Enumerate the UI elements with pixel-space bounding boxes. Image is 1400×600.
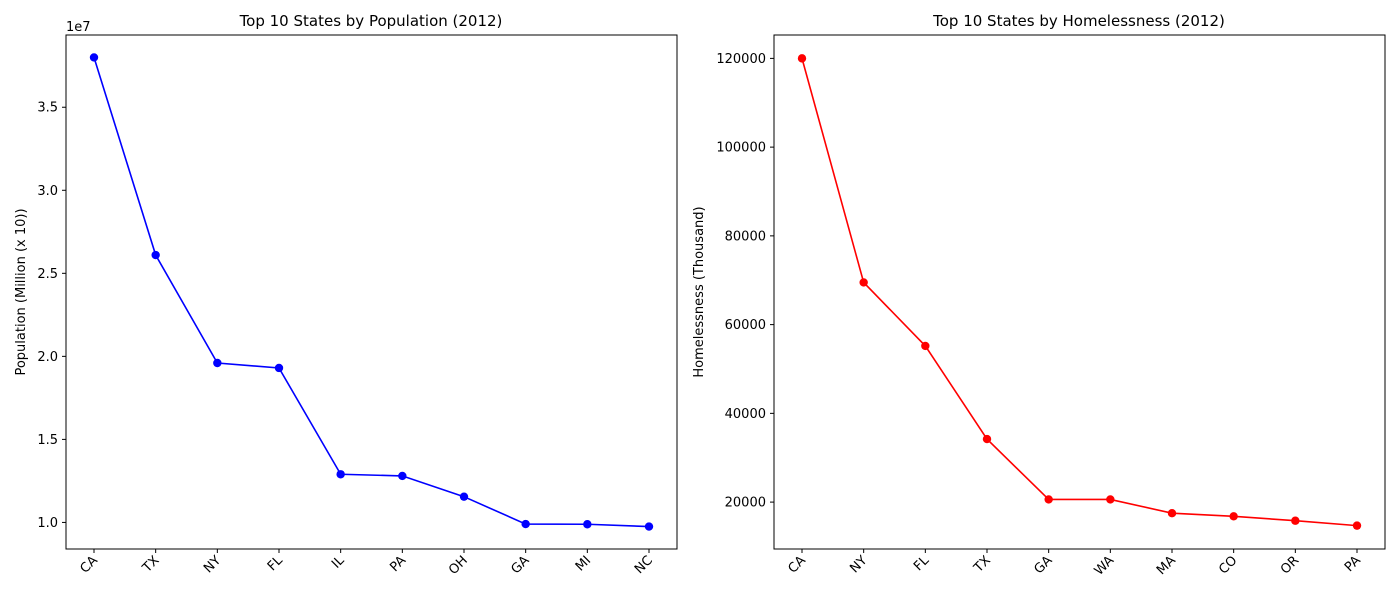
population-y-tick-label: 2.5	[37, 267, 58, 282]
population-offset-text: 1e7	[66, 20, 91, 35]
population-x-tick-label: FL	[265, 553, 287, 575]
homelessness-x-tick-label: MA	[1154, 553, 1179, 578]
homelessness-y-axis-label: Homelessness (Thousand)	[692, 206, 707, 377]
homelessness-data-point	[1291, 516, 1300, 525]
homelessness-x-tick-label: PA	[1342, 553, 1364, 575]
population-x-tick-label: GA	[508, 553, 532, 577]
population-x-tick-label: CA	[78, 553, 101, 576]
homelessness-chart-title: Top 10 States by Homelessness (2012)	[932, 12, 1225, 30]
population-data-point	[644, 522, 654, 531]
homelessness-y-tick-label: 80000	[725, 229, 766, 244]
homelessness-x-tick-label: CO	[1216, 553, 1240, 577]
homelessness-y-ticks: 20000 40000 60000 80000 100000 120000	[716, 52, 774, 511]
population-chart: Top 10 States by Population (2012) 1e7 P…	[14, 12, 678, 578]
population-x-tick-label: IL	[329, 553, 348, 572]
homelessness-data-point	[1167, 508, 1177, 518]
population-x-tick-label: PA	[387, 553, 409, 575]
population-x-tick-label: NY	[201, 553, 224, 576]
population-data-point	[89, 53, 99, 62]
population-x-tick-label: NC	[632, 553, 656, 577]
homelessness-y-tick-label: 40000	[725, 407, 766, 422]
homelessness-chart: Top 10 States by Homelessness (2012) Hom…	[692, 12, 1386, 579]
population-plot-frame	[65, 34, 678, 550]
homelessness-x-tick-label: NY	[847, 553, 870, 576]
homelessness-data-point	[982, 434, 992, 444]
population-y-tick-label: 3.0	[37, 184, 58, 199]
homelessness-data-point	[1044, 495, 1053, 504]
population-chart-title: Top 10 States by Population (2012)	[239, 12, 503, 30]
population-data-point	[151, 250, 160, 260]
population-y-tick-label: 1.0	[37, 516, 58, 531]
homelessness-series	[797, 54, 1362, 530]
population-data-point	[213, 358, 222, 368]
population-series	[89, 53, 654, 531]
homelessness-x-ticks: CA NY FL TX GA WA MA CO OR PA	[786, 549, 1364, 579]
homelessness-data-point	[1352, 521, 1362, 530]
homelessness-y-tick-label: 120000	[716, 52, 766, 67]
homelessness-x-tick-label: OR	[1278, 553, 1302, 577]
homelessness-y-tick-label: 20000	[725, 496, 766, 511]
homelessness-plot-frame	[773, 34, 1386, 550]
population-y-ticks: 1.0 1.5 2.0 2.5 3.0 3.5	[37, 101, 66, 531]
homelessness-y-tick-label: 60000	[725, 318, 766, 333]
population-data-point	[459, 492, 469, 501]
population-data-point	[274, 363, 284, 373]
population-y-axis-label: Population (Million (x 10))	[14, 208, 29, 375]
population-x-tick-label: TX	[139, 553, 162, 576]
population-x-ticks: CA TX NY FL IL PA OH GA MI NC	[78, 549, 656, 578]
homelessness-x-tick-label: FL	[911, 553, 933, 575]
homelessness-x-tick-label: GA	[1031, 553, 1055, 577]
homelessness-series-line	[801, 58, 1358, 527]
population-y-tick-label: 1.5	[37, 433, 58, 448]
population-data-point	[583, 520, 592, 529]
population-x-tick-label: MI	[573, 553, 594, 574]
homelessness-data-point	[1106, 495, 1115, 504]
homelessness-x-tick-label: CA	[786, 553, 809, 576]
homelessness-data-point	[1229, 512, 1238, 521]
population-y-tick-label: 3.5	[37, 101, 58, 116]
population-series-line	[93, 57, 650, 528]
homelessness-y-tick-label: 100000	[716, 141, 766, 156]
homelessness-x-tick-label: WA	[1092, 553, 1118, 579]
homelessness-x-tick-label: TX	[971, 553, 994, 576]
homelessness-data-point	[859, 278, 868, 287]
population-data-point	[521, 519, 530, 529]
population-x-tick-label: OH	[446, 553, 471, 578]
population-y-tick-label: 2.0	[37, 350, 58, 365]
homelessness-data-point	[921, 341, 930, 351]
population-data-point	[336, 470, 345, 479]
homelessness-data-point	[797, 54, 807, 63]
population-data-point	[398, 471, 407, 481]
